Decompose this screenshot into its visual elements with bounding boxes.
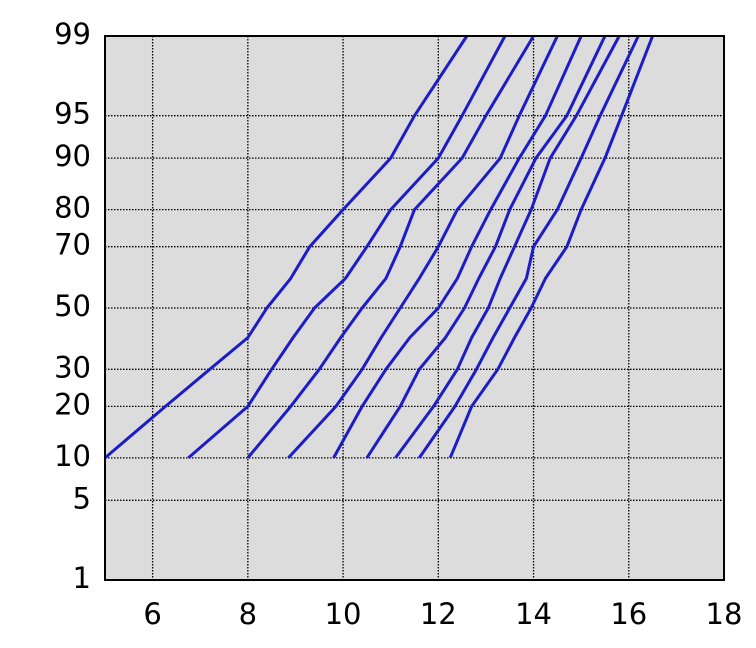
y-tick-label: 20	[54, 387, 91, 421]
y-tick-label: 80	[54, 191, 91, 225]
y-tick-label: 50	[54, 289, 91, 323]
data-line	[448, 35, 654, 459]
data-line	[287, 35, 559, 459]
y-tick-label: 70	[54, 228, 91, 262]
data-line	[187, 35, 507, 459]
y-tick-label: 5	[73, 481, 91, 515]
data-line	[365, 35, 607, 459]
x-tick-label: 8	[239, 597, 257, 631]
y-tick-label: 10	[54, 439, 91, 473]
y-tick-label: 1	[73, 561, 91, 595]
y-tick-label: 99	[54, 17, 91, 51]
data-line	[332, 35, 583, 459]
data-line	[394, 35, 621, 459]
x-tick-label: 10	[325, 597, 362, 631]
data-line	[104, 35, 469, 459]
x-tick-label: 6	[143, 597, 161, 631]
x-tick-label: 16	[610, 597, 647, 631]
data-line	[418, 35, 640, 459]
y-tick-label: 30	[54, 350, 91, 384]
y-tick-label: 90	[54, 139, 91, 173]
plot-border	[104, 35, 725, 581]
y-tick-label: 95	[54, 97, 91, 131]
x-tick-label: 14	[515, 597, 552, 631]
x-tick-label: 12	[420, 597, 457, 631]
x-tick-label: 18	[706, 597, 743, 631]
data-line	[246, 35, 535, 459]
